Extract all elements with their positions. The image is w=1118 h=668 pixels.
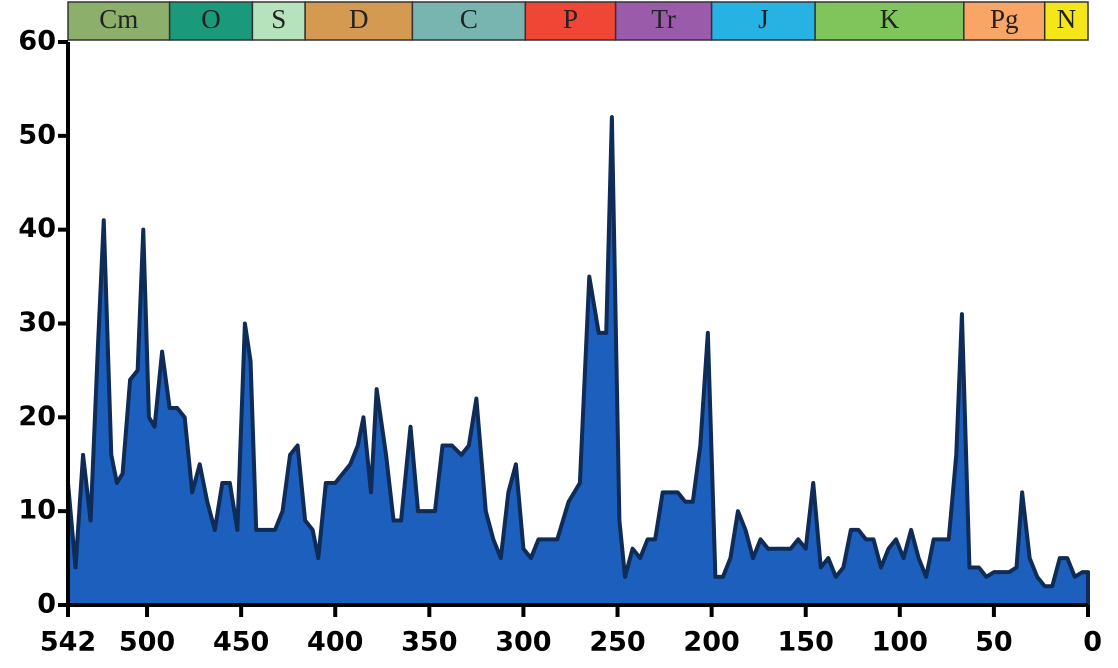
period-box bbox=[524, 1, 617, 41]
y-tick-label: 20 bbox=[18, 401, 56, 432]
period-label: Tr bbox=[651, 4, 676, 34]
period-label: S bbox=[271, 4, 286, 34]
period-box bbox=[251, 1, 306, 41]
period-box bbox=[614, 1, 713, 41]
y-tick-label: 40 bbox=[18, 213, 56, 244]
x-tick-label: 200 bbox=[683, 627, 739, 658]
y-tick-label: 0 bbox=[37, 589, 56, 620]
period-label: J bbox=[758, 4, 769, 34]
period-label: C bbox=[460, 4, 478, 34]
y-tick-label: 50 bbox=[18, 119, 56, 150]
period-box bbox=[814, 1, 965, 41]
period-box bbox=[1043, 1, 1089, 41]
y-tick-label: 60 bbox=[18, 26, 56, 57]
x-tick-label: 300 bbox=[495, 627, 551, 658]
x-tick-label: 400 bbox=[307, 627, 363, 658]
y-tick-label: 30 bbox=[18, 307, 56, 338]
x-tick-label: 450 bbox=[213, 627, 269, 658]
x-tick-label: 500 bbox=[119, 627, 175, 658]
period-label: P bbox=[563, 4, 578, 34]
x-tick-label: 350 bbox=[401, 627, 457, 658]
period-box bbox=[168, 1, 254, 41]
x-tick-label: 0 bbox=[1083, 627, 1102, 658]
x-tick-label: 250 bbox=[589, 627, 645, 658]
period-box bbox=[411, 1, 527, 41]
period-label: D bbox=[349, 4, 369, 34]
area bbox=[66, 115, 1090, 607]
x-tick-label: 150 bbox=[778, 627, 834, 658]
period-label: O bbox=[201, 4, 221, 34]
x-tick-label: 50 bbox=[975, 627, 1013, 658]
period-box bbox=[710, 1, 816, 41]
x-tick-label: 100 bbox=[872, 627, 928, 658]
period-label: Cm bbox=[99, 4, 138, 34]
y-tick-label: 10 bbox=[18, 495, 56, 526]
period-label: Pg bbox=[990, 4, 1019, 34]
period-label: K bbox=[880, 4, 900, 34]
period-box bbox=[67, 1, 171, 41]
period-label: N bbox=[1057, 4, 1077, 34]
x-tick-label: 542 bbox=[40, 627, 96, 658]
period-box bbox=[963, 1, 1046, 41]
